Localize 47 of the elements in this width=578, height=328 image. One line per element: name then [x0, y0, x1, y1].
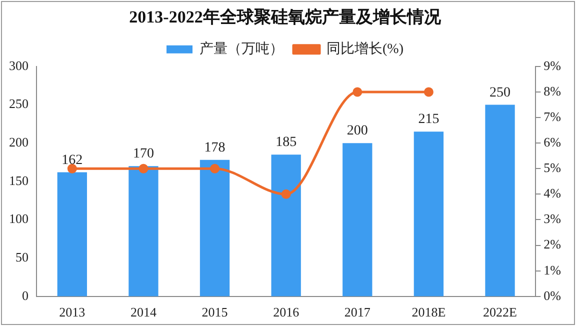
bar	[342, 143, 372, 296]
y2-tick-label: 5%	[544, 160, 562, 176]
y-tick-label: 150	[9, 172, 28, 188]
x-tick-label: 2022E	[483, 304, 518, 320]
x-tick-label: 2015	[202, 304, 228, 320]
bar	[414, 132, 444, 296]
y2-tick-label: 0%	[544, 288, 562, 303]
y-tick-label: 200	[9, 134, 28, 150]
bar	[271, 154, 301, 296]
y-tick-label: 300	[9, 58, 28, 73]
bar	[200, 160, 230, 296]
y-tick-label: 250	[9, 96, 28, 112]
y-tick-label: 100	[9, 211, 28, 226]
point	[424, 87, 434, 97]
x-tick-label: 2017	[344, 304, 371, 320]
data-label: 200	[346, 124, 368, 139]
point	[352, 87, 362, 97]
y2-tick-label: 7%	[544, 108, 562, 124]
data-label: 162	[62, 152, 83, 168]
data-label: 170	[132, 146, 154, 162]
y-tick-label: 0	[22, 288, 28, 303]
point	[138, 164, 148, 174]
data-label: 250	[490, 85, 511, 100]
point	[210, 164, 220, 174]
y2-tick-label: 4%	[544, 186, 562, 201]
data-label: 215	[418, 112, 440, 128]
data-label: 178	[204, 140, 226, 156]
point	[67, 164, 77, 174]
x-tick-label: 2013	[59, 304, 86, 320]
y2-tick-label: 6%	[544, 134, 562, 150]
x-tick-label: 2014	[130, 304, 157, 320]
legend-label: 产量（万吨）	[200, 41, 284, 58]
point	[281, 189, 291, 199]
bar	[485, 104, 515, 296]
data-label: 185	[276, 135, 297, 150]
y2-tick-label: 1%	[544, 262, 562, 278]
y2-tick-label: 3%	[544, 211, 562, 226]
bar	[57, 172, 87, 296]
x-tick-label: 2018E	[412, 304, 446, 320]
x-tick-label: 2016	[273, 304, 300, 320]
legend-label: 同比增长(%)	[326, 41, 404, 58]
y2-tick-label: 9%	[544, 58, 562, 73]
y-tick-label: 50	[16, 249, 28, 264]
chart-title: 2013-2022年全球聚硅氧烷产量及增长情况	[129, 8, 442, 27]
bar	[128, 166, 158, 296]
y2-tick-label: 2%	[544, 236, 562, 252]
y2-tick-label: 8%	[544, 83, 562, 98]
